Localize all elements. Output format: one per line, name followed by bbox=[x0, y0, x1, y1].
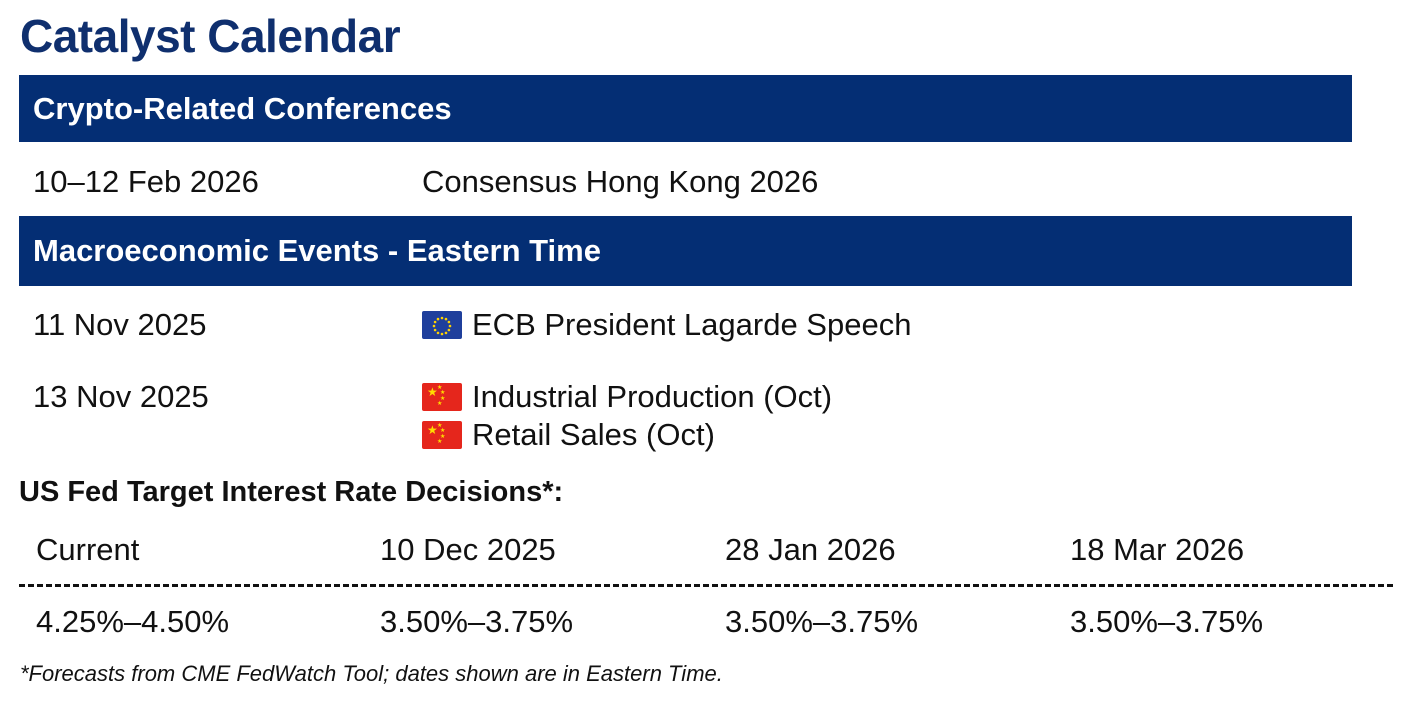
fed-column-header: 28 Jan 2026 bbox=[725, 532, 896, 567]
eu-flag-stars bbox=[432, 316, 452, 336]
conference-date: 10–12 Feb 2026 bbox=[33, 164, 259, 199]
event-date: 13 Nov 2025 bbox=[33, 379, 209, 414]
fed-column-header: 18 Mar 2026 bbox=[1070, 532, 1245, 567]
macro-event-row: 13 Nov 2025 ★ ★ ★ ★ ★ Industrial Product… bbox=[0, 378, 1407, 456]
conference-name: Consensus Hong Kong 2026 bbox=[422, 164, 819, 199]
event-item: ★ ★ ★ ★ ★ Industrial Production (Oct) bbox=[422, 378, 832, 416]
page-title: Catalyst Calendar bbox=[20, 10, 401, 62]
event-label: Industrial Production (Oct) bbox=[472, 379, 833, 414]
event-item: ECB President Lagarde Speech bbox=[422, 306, 911, 344]
eu-flag-icon bbox=[422, 311, 462, 339]
event-date: 11 Nov 2025 bbox=[33, 307, 207, 342]
fed-rate-value: 3.50%–3.75% bbox=[1070, 604, 1264, 639]
china-flag-icon: ★ ★ ★ ★ ★ bbox=[422, 421, 462, 449]
china-flag-icon: ★ ★ ★ ★ ★ bbox=[422, 383, 462, 411]
dashed-divider bbox=[19, 584, 1393, 587]
footnote: *Forecasts from CME FedWatch Tool; dates… bbox=[20, 661, 723, 686]
crypto-conferences-header-label: Crypto-Related Conferences bbox=[33, 90, 452, 126]
event-label: ECB President Lagarde Speech bbox=[472, 307, 912, 342]
event-label: Retail Sales (Oct) bbox=[472, 417, 715, 452]
event-item: ★ ★ ★ ★ ★ Retail Sales (Oct) bbox=[422, 416, 832, 454]
fed-rate-value: 3.50%–3.75% bbox=[380, 604, 574, 639]
macro-events-header-label: Macroeconomic Events - Eastern Time bbox=[33, 233, 601, 268]
macro-event-row: 11 Nov 2025 bbox=[0, 306, 1407, 344]
macro-events-header: Macroeconomic Events - Eastern Time bbox=[19, 216, 1352, 286]
crypto-conference-row: 10–12 Feb 2026 Consensus Hong Kong 2026 bbox=[0, 162, 1407, 202]
crypto-conferences-header: Crypto-Related Conferences bbox=[19, 75, 1352, 142]
fed-rate-value: 4.25%–4.50% bbox=[36, 604, 230, 639]
fed-column-header: 10 Dec 2025 bbox=[380, 532, 556, 567]
fed-column-header: Current bbox=[36, 532, 140, 567]
fed-rate-value: 3.50%–3.75% bbox=[725, 604, 919, 639]
fed-section-title: US Fed Target Interest Rate Decisions*: bbox=[19, 476, 564, 508]
